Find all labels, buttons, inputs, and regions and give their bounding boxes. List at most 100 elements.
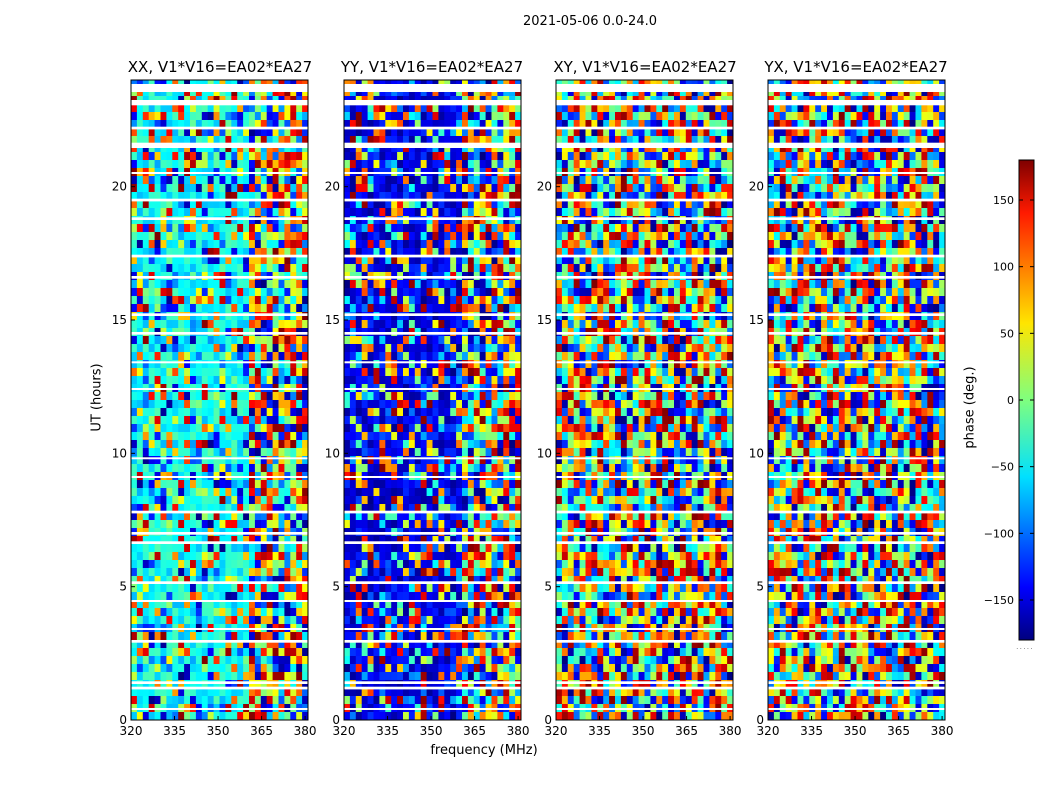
heatmap-cell (219, 232, 226, 241)
heatmap-cell (379, 536, 386, 545)
heatmap-cell (479, 344, 486, 353)
heatmap-cell (148, 296, 155, 305)
heatmap-cell (190, 312, 197, 321)
heatmap-cell (195, 680, 203, 689)
heatmap-cell (367, 360, 374, 369)
heatmap-cell (302, 104, 309, 113)
heatmap-cell (272, 440, 279, 449)
heatmap-cell (403, 712, 410, 721)
heatmap-cell (231, 320, 238, 329)
heatmap-cell (225, 144, 232, 153)
heatmap-cell (290, 128, 297, 137)
heatmap-cell (479, 232, 486, 241)
heatmap-cell (148, 88, 155, 97)
heatmap-cell (166, 464, 173, 473)
heatmap-cell (361, 200, 368, 209)
flagged-gap (344, 276, 521, 279)
heatmap-cell (237, 280, 244, 289)
heatmap-cell (408, 712, 416, 721)
heatmap-cell (207, 488, 214, 497)
heatmap-cell (438, 424, 445, 433)
heatmap-cell (254, 360, 262, 369)
heatmap-cell (201, 216, 209, 225)
heatmap-cell (355, 296, 363, 305)
heatmap-cell (426, 656, 433, 665)
heatmap-cell (344, 648, 351, 657)
heatmap-cell (349, 256, 357, 265)
heatmap-cell (349, 232, 357, 241)
heatmap-cell (344, 424, 351, 433)
heatmap-cell (444, 520, 451, 529)
heatmap-cell (243, 696, 250, 705)
heatmap-cell (148, 192, 155, 201)
heatmap-cell (266, 672, 273, 681)
heatmap-cell (136, 280, 144, 289)
flagged-gap (131, 457, 308, 460)
heatmap-cell (296, 144, 303, 153)
heatmap-cell (219, 648, 226, 657)
heatmap-cell (154, 688, 161, 697)
heatmap-cell (344, 608, 351, 617)
heatmap-cell (473, 104, 481, 113)
heatmap-cell (467, 304, 475, 313)
heatmap-cell (367, 144, 374, 153)
heatmap-cell (479, 424, 486, 433)
heatmap-cell (408, 496, 416, 505)
heatmap-cell (403, 688, 410, 697)
heatmap-cell (284, 320, 291, 329)
heatmap-cell (391, 400, 398, 409)
heatmap-cell (408, 256, 416, 265)
heatmap-cell (391, 512, 398, 521)
heatmap-cell (249, 224, 256, 233)
heatmap-cell (426, 488, 433, 497)
heatmap-cell (284, 288, 291, 297)
heatmap-cell (462, 152, 469, 161)
flagged-gap (131, 600, 308, 602)
heatmap-cell (373, 392, 380, 401)
heatmap-cell (136, 296, 144, 305)
heatmap-cell (142, 456, 150, 465)
heatmap-cell (379, 264, 386, 273)
heatmap-cell (462, 696, 469, 705)
heatmap-cell (432, 360, 439, 369)
heatmap-cell (231, 248, 238, 257)
heatmap-cell (438, 264, 445, 273)
heatmap-cell (231, 192, 238, 201)
heatmap-cell (136, 584, 144, 593)
heatmap-cell (491, 544, 498, 553)
heatmap-cell (485, 200, 492, 209)
heatmap-cell (195, 560, 203, 569)
heatmap-cell (142, 288, 150, 297)
heatmap-cell (385, 544, 392, 553)
heatmap-cell (691, 88, 698, 97)
heatmap-cell (266, 304, 273, 313)
heatmap-cell (302, 640, 309, 649)
heatmap-cell (260, 400, 268, 409)
heatmap-cell (284, 448, 291, 457)
heatmap-cell (190, 392, 197, 401)
heatmap-cell (266, 176, 273, 185)
heatmap-cell (207, 128, 214, 137)
heatmap-cell (219, 488, 226, 497)
heatmap-cell (473, 448, 481, 457)
heatmap-cell (473, 368, 481, 377)
heatmap-cell (225, 432, 232, 441)
heatmap-cell (231, 568, 238, 577)
heatmap-cell (367, 192, 374, 201)
heatmap-cell (491, 552, 498, 561)
heatmap-cell (379, 88, 386, 97)
heatmap-cell (503, 712, 510, 721)
heatmap-cell (397, 184, 404, 193)
heatmap-cell (432, 672, 439, 681)
heatmap-cell (450, 400, 457, 409)
heatmap-cell (142, 264, 150, 273)
heatmap-cell (444, 304, 451, 313)
heatmap-cell (225, 520, 232, 529)
heatmap-cell (355, 544, 363, 553)
heatmap-cell (172, 408, 179, 417)
heatmap-cell (219, 264, 226, 273)
heatmap-cell (260, 320, 268, 329)
heatmap-cell (349, 664, 357, 673)
heatmap-cell (142, 608, 150, 617)
heatmap-cell (266, 448, 273, 457)
